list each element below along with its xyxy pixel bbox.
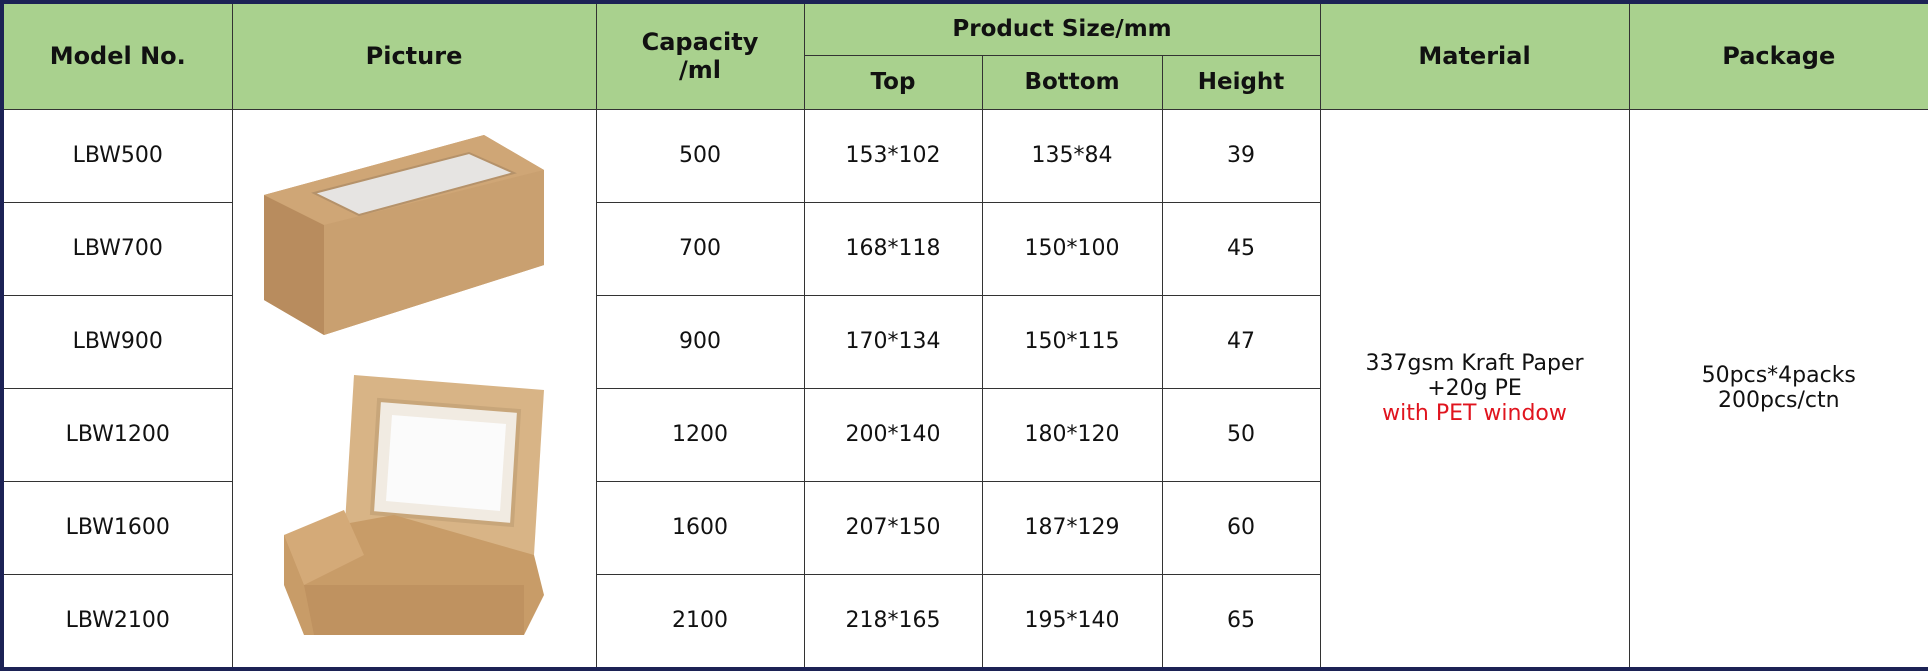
table-row: LBW2100 2100 218*165 195*140 65 (1, 573, 1928, 669)
top-size-cell: 200*140 (803, 387, 983, 482)
table-row: LBW700 700 168*118 150*100 45 (1, 201, 1928, 296)
top-size-cell: 153*102 (803, 108, 983, 203)
header-top: Top (803, 54, 983, 110)
model-cell: LBW1600 (1, 480, 233, 575)
bottom-size-cell: 150*100 (981, 201, 1163, 296)
height-cell: 60 (1161, 480, 1321, 575)
height-cell: 65 (1161, 573, 1321, 669)
bottom-size-cell: 195*140 (981, 573, 1163, 669)
top-size-cell: 170*134 (803, 294, 983, 389)
package-line: 50pcs*4packs (1701, 363, 1856, 388)
bottom-size-cell: 150*115 (981, 294, 1163, 389)
capacity-cell: 1200 (595, 387, 805, 482)
top-size-cell: 218*165 (803, 573, 983, 669)
capacity-cell: 700 (595, 201, 805, 296)
product-picture (231, 108, 597, 669)
kraft-box-image (264, 135, 544, 635)
material-line: 337gsm Kraft Paper (1365, 350, 1584, 376)
height-cell: 45 (1161, 201, 1321, 296)
package-line: 200pcs/ctn (1717, 388, 1840, 413)
model-cell: LBW700 (1, 201, 233, 296)
header-picture: Picture (231, 1, 597, 110)
model-cell: LBW500 (1, 108, 233, 203)
header-model: Model No. (1, 1, 233, 110)
top-size-cell: 168*118 (803, 201, 983, 296)
capacity-cell: 500 (595, 108, 805, 203)
capacity-cell: 1600 (595, 480, 805, 575)
material-window-note: with PET window (1382, 400, 1567, 426)
package-cell: 50pcs*4packs 200pcs/ctn (1628, 108, 1928, 669)
header-height: Height (1161, 54, 1321, 110)
capacity-unit: /ml (679, 56, 721, 85)
table-row: LBW1200 1200 200*140 180*120 50 (1, 387, 1928, 482)
height-cell: 50 (1161, 387, 1321, 482)
model-cell: LBW1200 (1, 387, 233, 482)
material-cell: 337gsm Kraft Paper +20g PE with PET wind… (1319, 108, 1630, 669)
capacity-label: Capacity (641, 28, 759, 57)
model-cell: LBW900 (1, 294, 233, 389)
table-row: LBW500 500 15 (1, 108, 1928, 669)
header-material: Material (1319, 1, 1630, 110)
table-row: LBW1600 1600 207*150 187*129 60 (1, 480, 1928, 575)
height-cell: 47 (1161, 294, 1321, 389)
model-cell: LBW2100 (1, 573, 233, 669)
bottom-size-cell: 187*129 (981, 480, 1163, 575)
capacity-cell: 900 (595, 294, 805, 389)
header-bottom: Bottom (981, 54, 1163, 110)
header-package: Package (1628, 1, 1928, 110)
height-cell: 39 (1161, 108, 1321, 203)
capacity-cell: 2100 (595, 573, 805, 669)
bottom-size-cell: 180*120 (981, 387, 1163, 482)
header-capacity: Capacity /ml (595, 1, 805, 110)
material-line: +20g PE (1427, 375, 1522, 401)
header-product-size: Product Size/mm (803, 1, 1321, 56)
top-size-cell: 207*150 (803, 480, 983, 575)
bottom-size-cell: 135*84 (981, 108, 1163, 203)
